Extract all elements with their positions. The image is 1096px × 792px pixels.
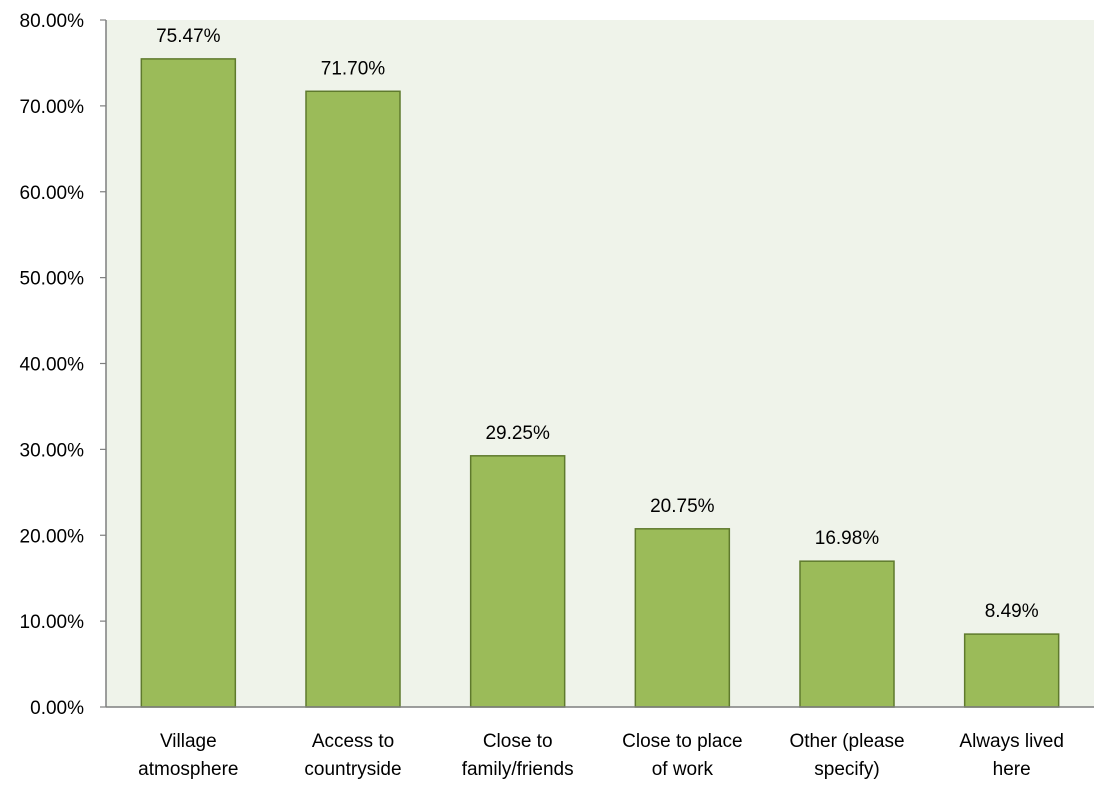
y-tick-label: 60.00% (20, 183, 85, 204)
x-tick-label: countryside (304, 759, 401, 780)
bar (305, 90, 401, 708)
y-tick-label: 10.00% (20, 612, 85, 633)
x-tick-label: Village (160, 731, 217, 752)
y-tick-label: 0.00% (30, 698, 84, 719)
y-tick-label: 50.00% (20, 269, 85, 290)
x-tick-label: here (993, 759, 1031, 780)
data-label: 16.98% (815, 528, 880, 549)
x-tick-label: Other (please (789, 731, 904, 752)
x-tick-label: Always lived (959, 731, 1064, 752)
bar (634, 528, 731, 708)
y-tick-label: 40.00% (20, 355, 85, 376)
data-label: 29.25% (485, 423, 550, 444)
y-tick-label: 20.00% (20, 526, 85, 547)
x-tick-label: specify) (814, 759, 879, 780)
bar (799, 560, 895, 708)
data-label: 8.49% (985, 601, 1039, 622)
bars (140, 58, 1060, 708)
data-label: 75.47% (156, 26, 221, 47)
y-tick-label: 70.00% (20, 97, 85, 118)
y-tick-label: 80.00% (20, 11, 85, 32)
data-label: 71.70% (321, 58, 386, 79)
x-tick-label: of work (652, 759, 714, 780)
x-tick-label: family/friends (462, 759, 574, 780)
bar (140, 58, 237, 708)
bar (469, 455, 566, 708)
x-axis-labels: Village atmosphere Access to countryside Clo… (138, 731, 1064, 780)
x-tick-label: atmosphere (138, 759, 238, 780)
bar (963, 633, 1060, 708)
plot-area (106, 20, 1094, 707)
y-tick-label: 30.00% (20, 440, 85, 461)
y-axis-ticks: 0.00% 10.00% 20.00% 30.00% 40.00% 50.00% 60.00… (20, 11, 106, 719)
data-label: 20.75% (650, 496, 715, 517)
x-tick-label: Access to (312, 731, 394, 752)
x-tick-label: Close to (483, 731, 553, 752)
x-tick-label: Close to place (622, 731, 742, 752)
data-labels: 75.47% 71.70% 29.25% 20.75% 16.98% 8.49% (156, 26, 1039, 622)
